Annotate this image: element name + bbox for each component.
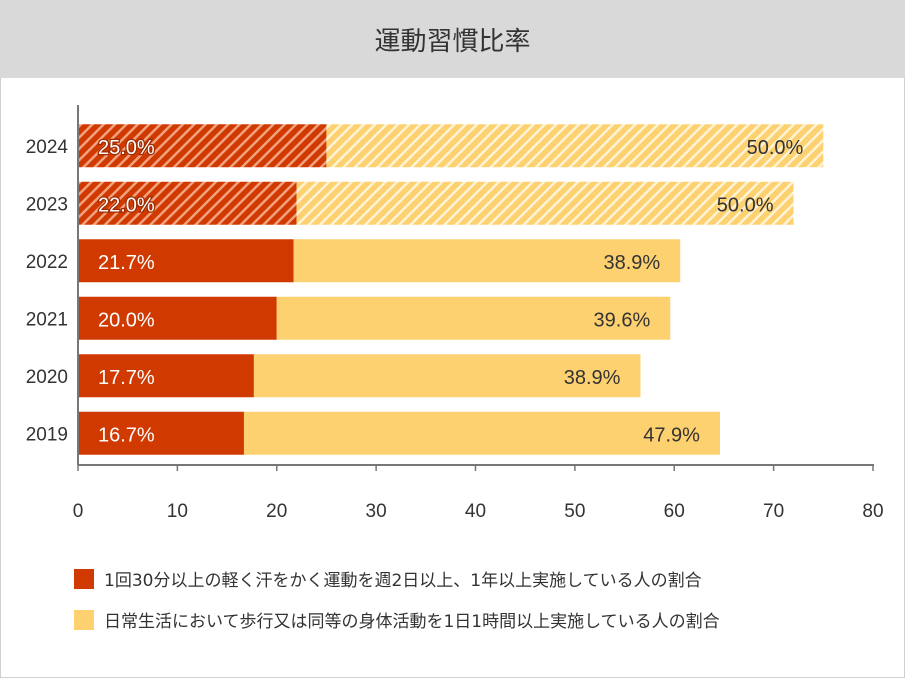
bar-walking-2021	[276, 296, 671, 340]
data-label: 22.0%	[98, 194, 155, 216]
legend-item-series-2: 日常生活において歩行又は同等の身体活動を1日1時間以上実施している人の割合	[74, 607, 720, 632]
year-label: 2020	[26, 367, 68, 388]
bar-walking-2020	[253, 354, 641, 398]
bar-walking-2024	[326, 124, 824, 168]
year-label: 2023	[26, 194, 68, 215]
x-tick-label: 20	[266, 501, 287, 522]
x-tick-label: 40	[465, 501, 486, 522]
x-tick-label: 0	[73, 501, 84, 522]
legend-item-series-1: 1回30分以上の軽く汗をかく運動を週2日以上、1年以上実施している人の割合	[74, 566, 702, 591]
data-label: 20.0%	[98, 309, 155, 331]
data-label: 38.9%	[564, 367, 621, 389]
legend-label: 1回30分以上の軽く汗をかく運動を週2日以上、1年以上実施している人の割合	[104, 571, 702, 591]
x-tick-label: 60	[664, 501, 685, 522]
data-label: 25.0%	[98, 137, 155, 159]
data-label: 21.7%	[98, 252, 155, 274]
bar-walking-2023	[296, 181, 794, 225]
data-label: 17.7%	[98, 367, 155, 389]
year-label: 2021	[26, 309, 68, 330]
x-tick-label: 10	[167, 501, 188, 522]
x-tick-label: 70	[763, 501, 784, 522]
x-tick-label: 80	[862, 501, 883, 522]
year-label: 2024	[26, 137, 69, 158]
bar-exercise-2020	[78, 354, 254, 398]
chart-title-bar: 運動習慣比率	[0, 0, 905, 78]
bar-exercise-2022	[78, 239, 294, 283]
x-tick-label: 50	[564, 501, 585, 522]
bar-exercise-2023	[78, 181, 297, 225]
x-tick-label: 30	[366, 501, 387, 522]
data-label: 47.9%	[643, 424, 700, 446]
data-label: 38.9%	[603, 252, 660, 274]
bar-exercise-2021	[78, 296, 277, 340]
data-label: 50.0%	[717, 194, 774, 216]
year-label: 2019	[26, 424, 68, 445]
legend-label: 日常生活において歩行又は同等の身体活動を1日1時間以上実施している人の割合	[104, 612, 720, 632]
data-label: 39.6%	[594, 309, 651, 331]
bar-walking-2022	[293, 239, 681, 283]
bar-exercise-2019	[78, 411, 244, 455]
bar-exercise-2024	[78, 124, 327, 168]
data-label: 50.0%	[747, 137, 804, 159]
year-label: 2022	[26, 252, 68, 273]
data-label: 16.7%	[98, 424, 155, 446]
bar-walking-2019	[243, 411, 720, 455]
chart-title: 運動習慣比率	[374, 26, 531, 57]
legend-swatch-red	[74, 568, 94, 589]
legend-swatch-yellow	[74, 609, 94, 630]
